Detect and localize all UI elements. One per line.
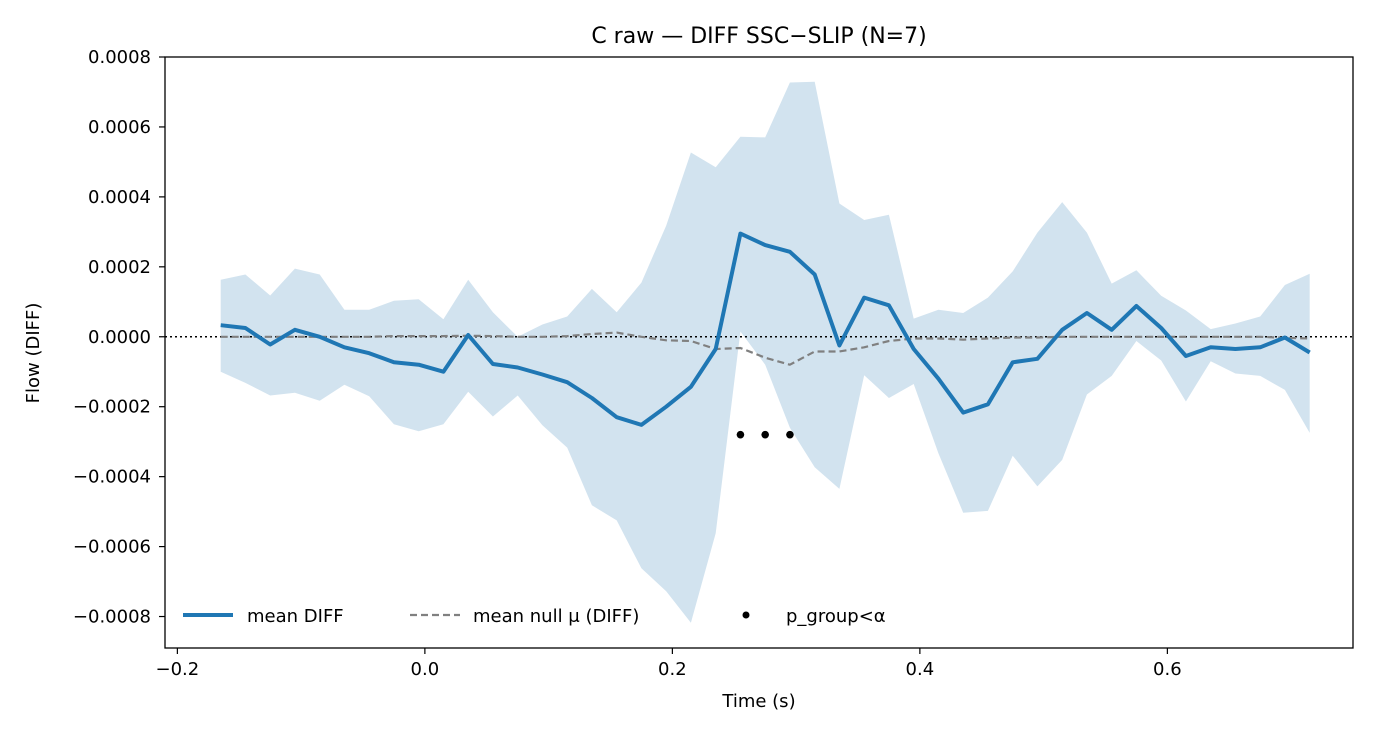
y-tick-label: 0.0006	[88, 117, 151, 138]
y-tick-label: 0.0002	[88, 257, 151, 278]
y-axis-ticks: −0.0008 −0.0006 −0.0004 −0.0002 0.0000 0.0002…	[73, 47, 165, 628]
significance-point	[736, 430, 745, 439]
y-tick-label: 0.0000	[88, 327, 151, 348]
significance-points-layer	[736, 430, 794, 439]
legend-label-mean-diff: mean DIFF	[247, 606, 344, 627]
chart-title: C raw — DIFF SSC−SLIP (N=7)	[591, 24, 926, 49]
confidence-band	[220, 81, 1310, 623]
y-tick-label: −0.0002	[73, 397, 151, 418]
y-tick-label: 0.0008	[88, 47, 151, 68]
legend-marker-significance	[742, 611, 750, 619]
legend-label-null-mean: mean null μ (DIFF)	[473, 606, 639, 627]
y-tick-label: −0.0008	[73, 607, 151, 628]
x-tick-label: 0.2	[658, 659, 687, 680]
legend: mean DIFF mean null μ (DIFF) p_group<α	[183, 606, 886, 627]
significance-point	[761, 430, 769, 439]
confidence-band-layer	[220, 81, 1310, 623]
plot-frame	[164, 56, 1354, 649]
x-tick-label: 0.4	[906, 659, 935, 680]
series-line-mean-diff	[220, 231, 1311, 427]
series-line-null-mean	[220, 331, 1310, 366]
legend-label-significance: p_group<α	[786, 606, 886, 627]
y-tick-label: −0.0006	[73, 537, 151, 558]
y-tick-label: −0.0004	[73, 467, 151, 488]
x-axis-ticks: −0.2 0.0 0.2 0.4 0.6	[156, 648, 1182, 680]
series-layer	[220, 231, 1311, 427]
y-axis-label: Flow (DIFF)	[23, 303, 44, 404]
x-axis-label: Time (s)	[721, 691, 795, 712]
x-tick-label: 0.0	[411, 659, 440, 680]
x-tick-label: 0.6	[1153, 659, 1182, 680]
significance-point	[786, 430, 794, 439]
x-tick-label: −0.2	[156, 659, 200, 680]
y-tick-label: 0.0004	[88, 187, 151, 208]
